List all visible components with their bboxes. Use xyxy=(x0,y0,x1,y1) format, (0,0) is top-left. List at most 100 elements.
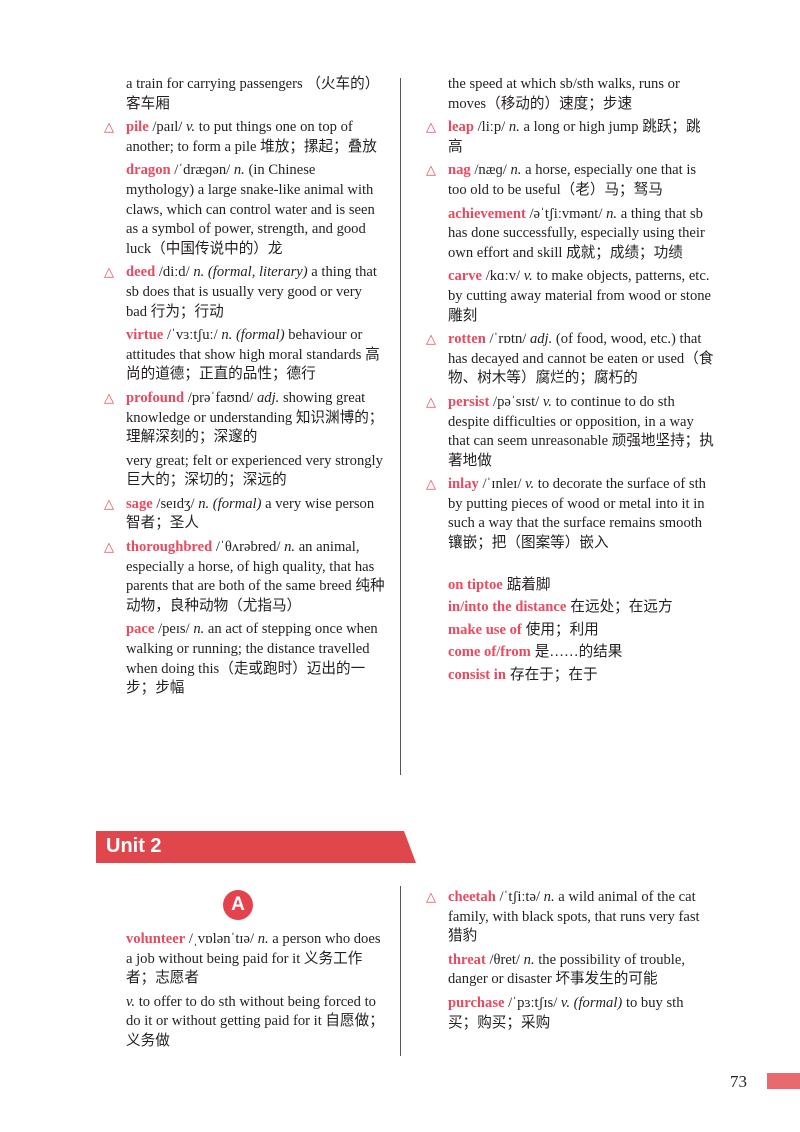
register-label: (formal) xyxy=(235,327,285,344)
triangle-icon: △ xyxy=(104,540,114,556)
unit-title: Unit 2 xyxy=(106,835,162,857)
register-label: (formal, literary) xyxy=(207,264,308,281)
triangle-icon: △ xyxy=(104,120,114,136)
part-of-speech: n. xyxy=(233,162,245,179)
headword: thoroughbred xyxy=(126,539,213,556)
entry-volunteer: volunteer /ˌvɒlənˈtɪə/ n. a person who d… xyxy=(104,930,386,1052)
definition: to continue to do sth despite difficulti… xyxy=(448,393,714,469)
headword: profound xyxy=(126,389,185,406)
pronunciation: /əˈtʃiːvmənt/ xyxy=(529,205,603,222)
definition-2: to offer to do sth without being forced … xyxy=(126,993,384,1049)
headword: virtue xyxy=(126,327,164,344)
continued-text: the speed at which sb/sth walks, runs or… xyxy=(448,76,680,112)
register-label: (formal) xyxy=(573,994,623,1011)
bottom-left-column: volunteer /ˌvɒlənˈtɪə/ n. a person who d… xyxy=(104,930,386,1056)
phrase: come of/from xyxy=(448,644,531,661)
triangle-icon: △ xyxy=(426,477,436,493)
phrase: make use of xyxy=(448,621,522,638)
headword: pace xyxy=(126,621,155,638)
part-of-speech: n. xyxy=(257,931,269,947)
entry-pile: △ pile /paɪl/ v. to put things one on to… xyxy=(104,118,386,157)
pronunciation: /peɪs/ xyxy=(158,621,190,638)
definition: (in Chinese mythology) a large snake-lik… xyxy=(126,162,375,257)
bottom-right-column: △ cheetah /ˈtʃiːtə/ n. a wild animal of … xyxy=(426,888,714,1037)
phrase-item: in/into the distance 在远处；在远方 xyxy=(448,598,714,618)
entry-thoroughbred: △ thoroughbred /ˈθʌrəbred/ n. an animal,… xyxy=(104,538,386,616)
phrase: consist in xyxy=(448,667,506,684)
column-divider xyxy=(400,78,401,775)
phrase-meaning: 是……的结果 xyxy=(534,644,623,661)
part-of-speech: n. xyxy=(523,951,535,968)
phrase: in/into the distance xyxy=(448,599,567,616)
entry-cheetah: △ cheetah /ˈtʃiːtə/ n. a wild animal of … xyxy=(426,888,714,947)
part-of-speech: n. xyxy=(193,264,205,281)
pronunciation: /liːp/ xyxy=(477,119,506,136)
top-right-column: the speed at which sb/sth walks, runs or… xyxy=(426,75,714,689)
entry-dragon: dragon /ˈdræɡən/ n. (in Chinese mytholog… xyxy=(104,161,386,259)
definition: the possibility of trouble, danger or di… xyxy=(448,951,685,988)
triangle-icon: △ xyxy=(426,332,436,348)
headword: threat xyxy=(448,951,486,968)
part-of-speech: v. xyxy=(523,268,533,285)
triangle-icon: △ xyxy=(426,394,436,410)
triangle-icon: △ xyxy=(426,120,436,136)
headword: rotten xyxy=(448,331,486,348)
register-label: (formal) xyxy=(212,495,262,512)
headword: achievement xyxy=(448,205,526,222)
entry-achievement: achievement /əˈtʃiːvmənt/ n. a thing tha… xyxy=(426,205,714,264)
entry-nag: △ nag /næɡ/ n. a horse, especially one t… xyxy=(426,161,714,200)
headword: deed xyxy=(126,264,156,281)
pronunciation: /ˈθʌrəbred/ xyxy=(215,539,281,556)
pronunciation: /ˈpɜːtʃɪs/ xyxy=(508,994,558,1011)
entry-sage: △ sage /seɪdʒ/ n. (formal) a very wise p… xyxy=(104,495,386,534)
part-of-speech: n. xyxy=(606,205,618,222)
entry-rotten: △ rotten /ˈrɒtn/ adj. (of food, wood, et… xyxy=(426,330,714,389)
sense-2: v. to offer to do sth without being forc… xyxy=(126,993,386,1052)
definition: to make objects, patterns, etc. by cutti… xyxy=(448,268,712,324)
definition: to decorate the surface of sth by puttin… xyxy=(448,476,706,552)
pronunciation: /ˈvɜːtʃuː/ xyxy=(166,327,218,344)
pronunciation: /ˈtʃiːtə/ xyxy=(499,889,541,905)
definition: a thing that sb has done successfully, e… xyxy=(448,205,705,261)
definition: a horse, especially one that is too old … xyxy=(448,162,697,198)
part-of-speech: n. xyxy=(284,539,296,556)
phrase: on tiptoe xyxy=(448,576,503,593)
pronunciation: /pəˈsɪst/ xyxy=(493,393,540,410)
pronunciation: /kɑːv/ xyxy=(485,268,521,285)
headword: inlay xyxy=(448,476,479,493)
headword: nag xyxy=(448,162,471,179)
entry-inlay: △ inlay /ˈɪnleɪ/ v. to decorate the surf… xyxy=(426,475,714,553)
pronunciation: /ˈɪnleɪ/ xyxy=(482,476,522,493)
definition: to put things one on top of another; to … xyxy=(126,119,377,155)
definition-2: very great; felt or experienced very str… xyxy=(126,452,383,489)
phrase-item: make use of 使用；利用 xyxy=(448,621,714,641)
top-left-column: a train for carrying passengers （火车的）客车厢… xyxy=(104,75,386,703)
part-of-speech: n. xyxy=(543,889,555,905)
continued-text: a train for carrying passengers （火车的）客车厢 xyxy=(126,76,380,112)
part-of-speech: v. xyxy=(542,393,552,410)
headword: carve xyxy=(448,268,483,285)
definition: an act of stepping once when walking or … xyxy=(126,621,378,697)
headword: cheetah xyxy=(448,889,496,905)
page-tab xyxy=(767,1073,800,1089)
headword: persist xyxy=(448,393,490,410)
definition: behaviour or attitudes that show high mo… xyxy=(126,327,380,383)
definition: a thing that sb does that is usually ver… xyxy=(126,264,377,320)
entry-carve: carve /kɑːv/ v. to make objects, pattern… xyxy=(426,267,714,326)
part-of-speech: n. xyxy=(221,327,233,344)
triangle-icon: △ xyxy=(426,890,436,905)
phrase-item: on tiptoe 踮着脚 xyxy=(448,576,714,596)
entry-virtue: virtue /ˈvɜːtʃuː/ n. (formal) behaviour … xyxy=(104,326,386,385)
column-divider xyxy=(400,886,401,1056)
entry-leap: △ leap /liːp/ n. a long or high jump 跳跃；… xyxy=(426,118,714,157)
definition: to buy sth 买；购买；采购 xyxy=(448,994,684,1031)
section-badge: A xyxy=(223,890,253,920)
pronunciation: /næɡ/ xyxy=(474,162,507,179)
entry-threat: threat /θret/ n. the possibility of trou… xyxy=(426,951,714,990)
entry-deed: △ deed /diːd/ n. (formal, literary) a th… xyxy=(104,263,386,322)
phrase-meaning: 存在于；在于 xyxy=(509,667,598,684)
headword: volunteer xyxy=(126,931,186,947)
phrase-meaning: 使用；利用 xyxy=(525,621,599,638)
part-of-speech: v. xyxy=(525,476,535,493)
headword: leap xyxy=(448,119,474,136)
